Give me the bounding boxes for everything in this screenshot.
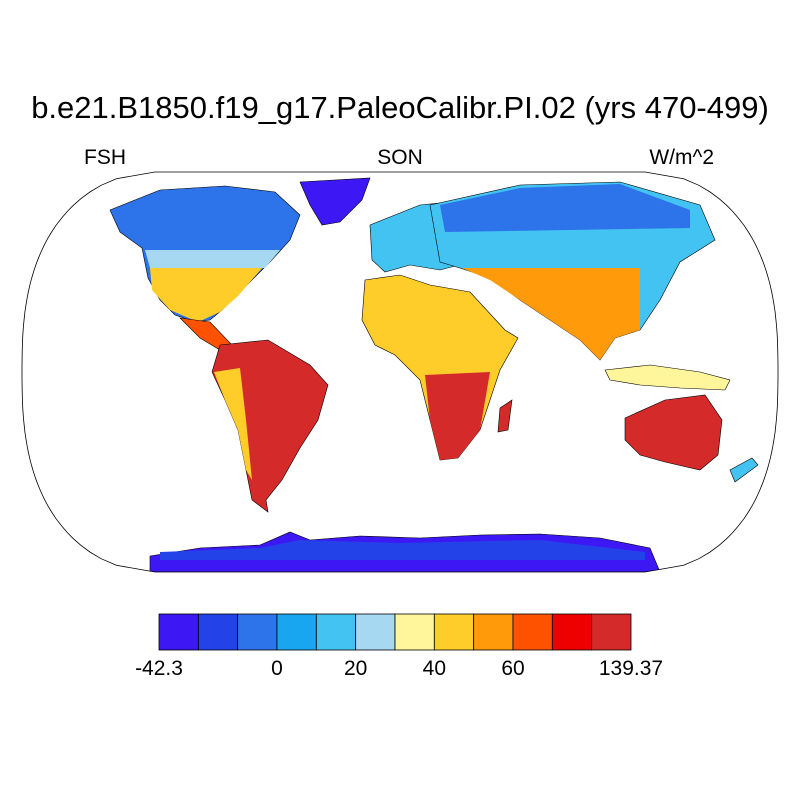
season-label: SON	[377, 146, 423, 169]
asia-north	[440, 184, 690, 232]
colorbar-swatch	[591, 613, 632, 651]
asia-south	[462, 268, 640, 360]
colorbar-swatch	[473, 613, 514, 651]
colorbar-swatch	[433, 613, 475, 651]
colorbar-swatch	[315, 613, 357, 651]
south-america-west	[214, 368, 252, 480]
colorbar-tick-label: 139.37	[598, 657, 664, 680]
africa-south	[425, 372, 490, 460]
colorbar-tick-label: -42.3	[135, 657, 183, 680]
colorbar-tick-label: 20	[343, 657, 368, 680]
colorbar-swatch	[512, 613, 553, 651]
colorbar-swatch	[394, 613, 435, 651]
madagascar	[497, 399, 513, 433]
colorbar-tick-label: 40	[422, 657, 447, 680]
australia	[624, 394, 723, 471]
colorbar-tick-label: 0	[271, 657, 283, 680]
greenland	[299, 177, 371, 226]
north-america-mid	[145, 250, 280, 268]
antarctica-band	[160, 540, 645, 560]
colorbar-swatch	[158, 613, 199, 651]
map-outline	[21, 171, 779, 573]
colorbar-swatch	[276, 613, 317, 651]
colorbar-swatch	[197, 613, 239, 651]
units-label: W/m^2	[649, 146, 714, 169]
variable-label: FSH	[84, 146, 126, 169]
north-america-south	[150, 268, 262, 322]
colorbar-tick-label: 60	[501, 657, 525, 680]
figure-title: b.e21.B1850.f19_g17.PaleoCalibr.PI.02 (y…	[31, 90, 769, 125]
colorbar-swatch	[551, 613, 593, 651]
colorbar-swatch	[237, 613, 278, 651]
indonesia	[604, 364, 731, 391]
new-zealand	[729, 457, 759, 483]
colorbar-swatch	[355, 613, 396, 651]
